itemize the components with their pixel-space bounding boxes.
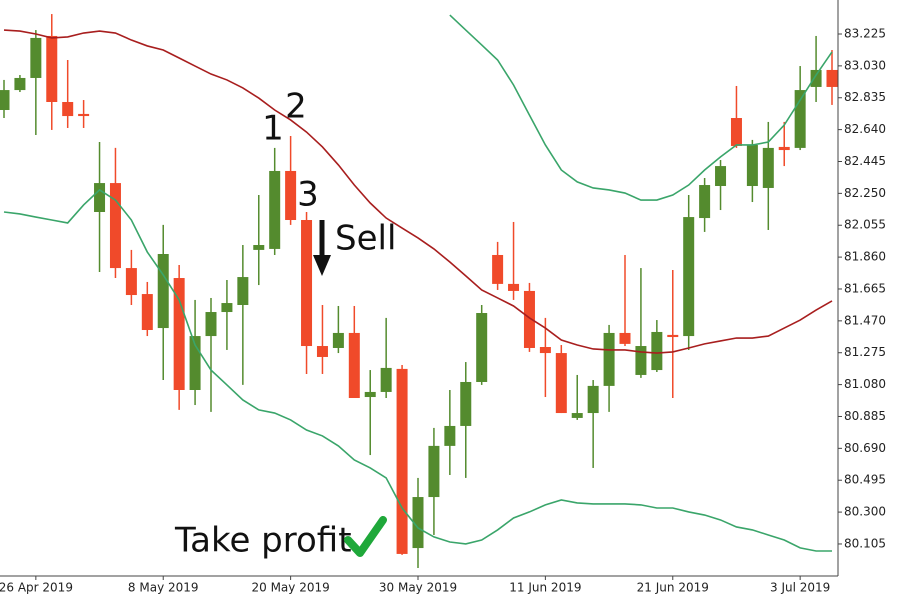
candle-body <box>683 217 695 337</box>
y-tick-label: 80.885 <box>844 409 886 423</box>
candle-body <box>141 294 153 331</box>
candle-body <box>555 353 567 414</box>
candle-body <box>285 170 297 221</box>
x-tick-label: 26 Apr 2019 <box>0 581 73 595</box>
annotation: Sell <box>335 219 396 259</box>
annotation: 2 <box>285 87 307 127</box>
candle-body <box>762 147 774 188</box>
candle-body <box>332 332 344 348</box>
candle-body <box>125 268 137 296</box>
candle-body <box>571 413 583 418</box>
candle-body <box>316 346 328 357</box>
plot-area <box>0 14 838 568</box>
candle-body <box>78 113 90 117</box>
y-tick-label: 82.835 <box>844 90 886 104</box>
candle-body <box>810 69 822 87</box>
annotation: 1 <box>262 109 284 149</box>
candle-body <box>173 278 185 390</box>
candle-body <box>715 166 727 187</box>
candle-body <box>476 313 488 382</box>
candle-body <box>301 220 313 347</box>
y-tick-label: 80.105 <box>844 536 886 550</box>
candle-body <box>603 332 615 386</box>
annotation: 3 <box>297 175 319 215</box>
candle-body <box>460 381 472 426</box>
y-tick-label: 82.055 <box>844 218 886 232</box>
candle-body <box>46 35 58 102</box>
candle-body <box>109 183 121 269</box>
candle-body <box>746 144 758 187</box>
candle-body <box>205 312 217 337</box>
candle-body <box>14 77 26 91</box>
y-tick-label: 81.080 <box>844 377 886 391</box>
candle-body <box>508 283 520 291</box>
y-tick-label: 83.225 <box>844 26 886 40</box>
y-tick-label: 81.860 <box>844 250 886 264</box>
candle-body <box>619 332 631 344</box>
candle-body <box>492 254 504 284</box>
band-lower <box>3 188 832 552</box>
candle-body <box>380 367 392 392</box>
y-tick-label: 81.275 <box>844 345 886 359</box>
candle-body <box>30 37 42 78</box>
x-tick-label: 21 Jun 2019 <box>637 581 709 595</box>
candle-body <box>778 146 790 151</box>
x-tick-label: 11 Jun 2019 <box>509 581 581 595</box>
candle-body <box>221 303 233 313</box>
band-middle <box>3 29 833 354</box>
candle-body <box>189 336 201 390</box>
candle-body <box>635 346 647 375</box>
candle-body <box>412 497 424 549</box>
candle-body <box>396 368 408 554</box>
y-tick-label: 81.470 <box>844 313 886 327</box>
x-tick-label: 8 May 2019 <box>128 581 199 595</box>
candle-body <box>269 170 281 249</box>
candle-body <box>428 445 440 498</box>
candle-body <box>730 118 742 146</box>
candle-body <box>794 90 806 148</box>
x-tick-label: 20 May 2019 <box>251 581 329 595</box>
candle-body <box>667 334 679 338</box>
y-tick-label: 81.665 <box>844 281 886 295</box>
candle-body <box>253 245 265 250</box>
candle-body <box>348 332 360 399</box>
candle-body <box>539 347 551 354</box>
x-tick-label: 3 Jul 2019 <box>770 581 830 595</box>
x-tick-label: 30 May 2019 <box>379 581 457 595</box>
candle-body <box>523 290 535 348</box>
candle-body <box>587 385 599 414</box>
y-tick-label: 80.690 <box>844 441 886 455</box>
y-tick-label: 82.640 <box>844 122 886 136</box>
candle-body <box>94 183 106 212</box>
candle-body <box>826 69 838 87</box>
candle-body <box>651 331 663 371</box>
candle-body <box>157 254 169 329</box>
candle-body <box>444 425 456 446</box>
y-tick-label: 80.300 <box>844 505 886 519</box>
sell-arrow <box>313 220 331 276</box>
y-tick-label: 82.445 <box>844 154 886 168</box>
candle-body <box>62 101 74 117</box>
candle-body <box>364 391 376 398</box>
candle-body <box>0 90 10 111</box>
checkmark <box>344 516 387 557</box>
y-tick-label: 80.495 <box>844 473 886 487</box>
candle-body <box>699 185 711 219</box>
band-upper <box>449 14 833 201</box>
y-tick-label: 82.250 <box>844 186 886 200</box>
annotation: Take profit <box>174 521 352 561</box>
y-tick-label: 83.030 <box>844 58 886 72</box>
candle-body <box>237 277 249 305</box>
